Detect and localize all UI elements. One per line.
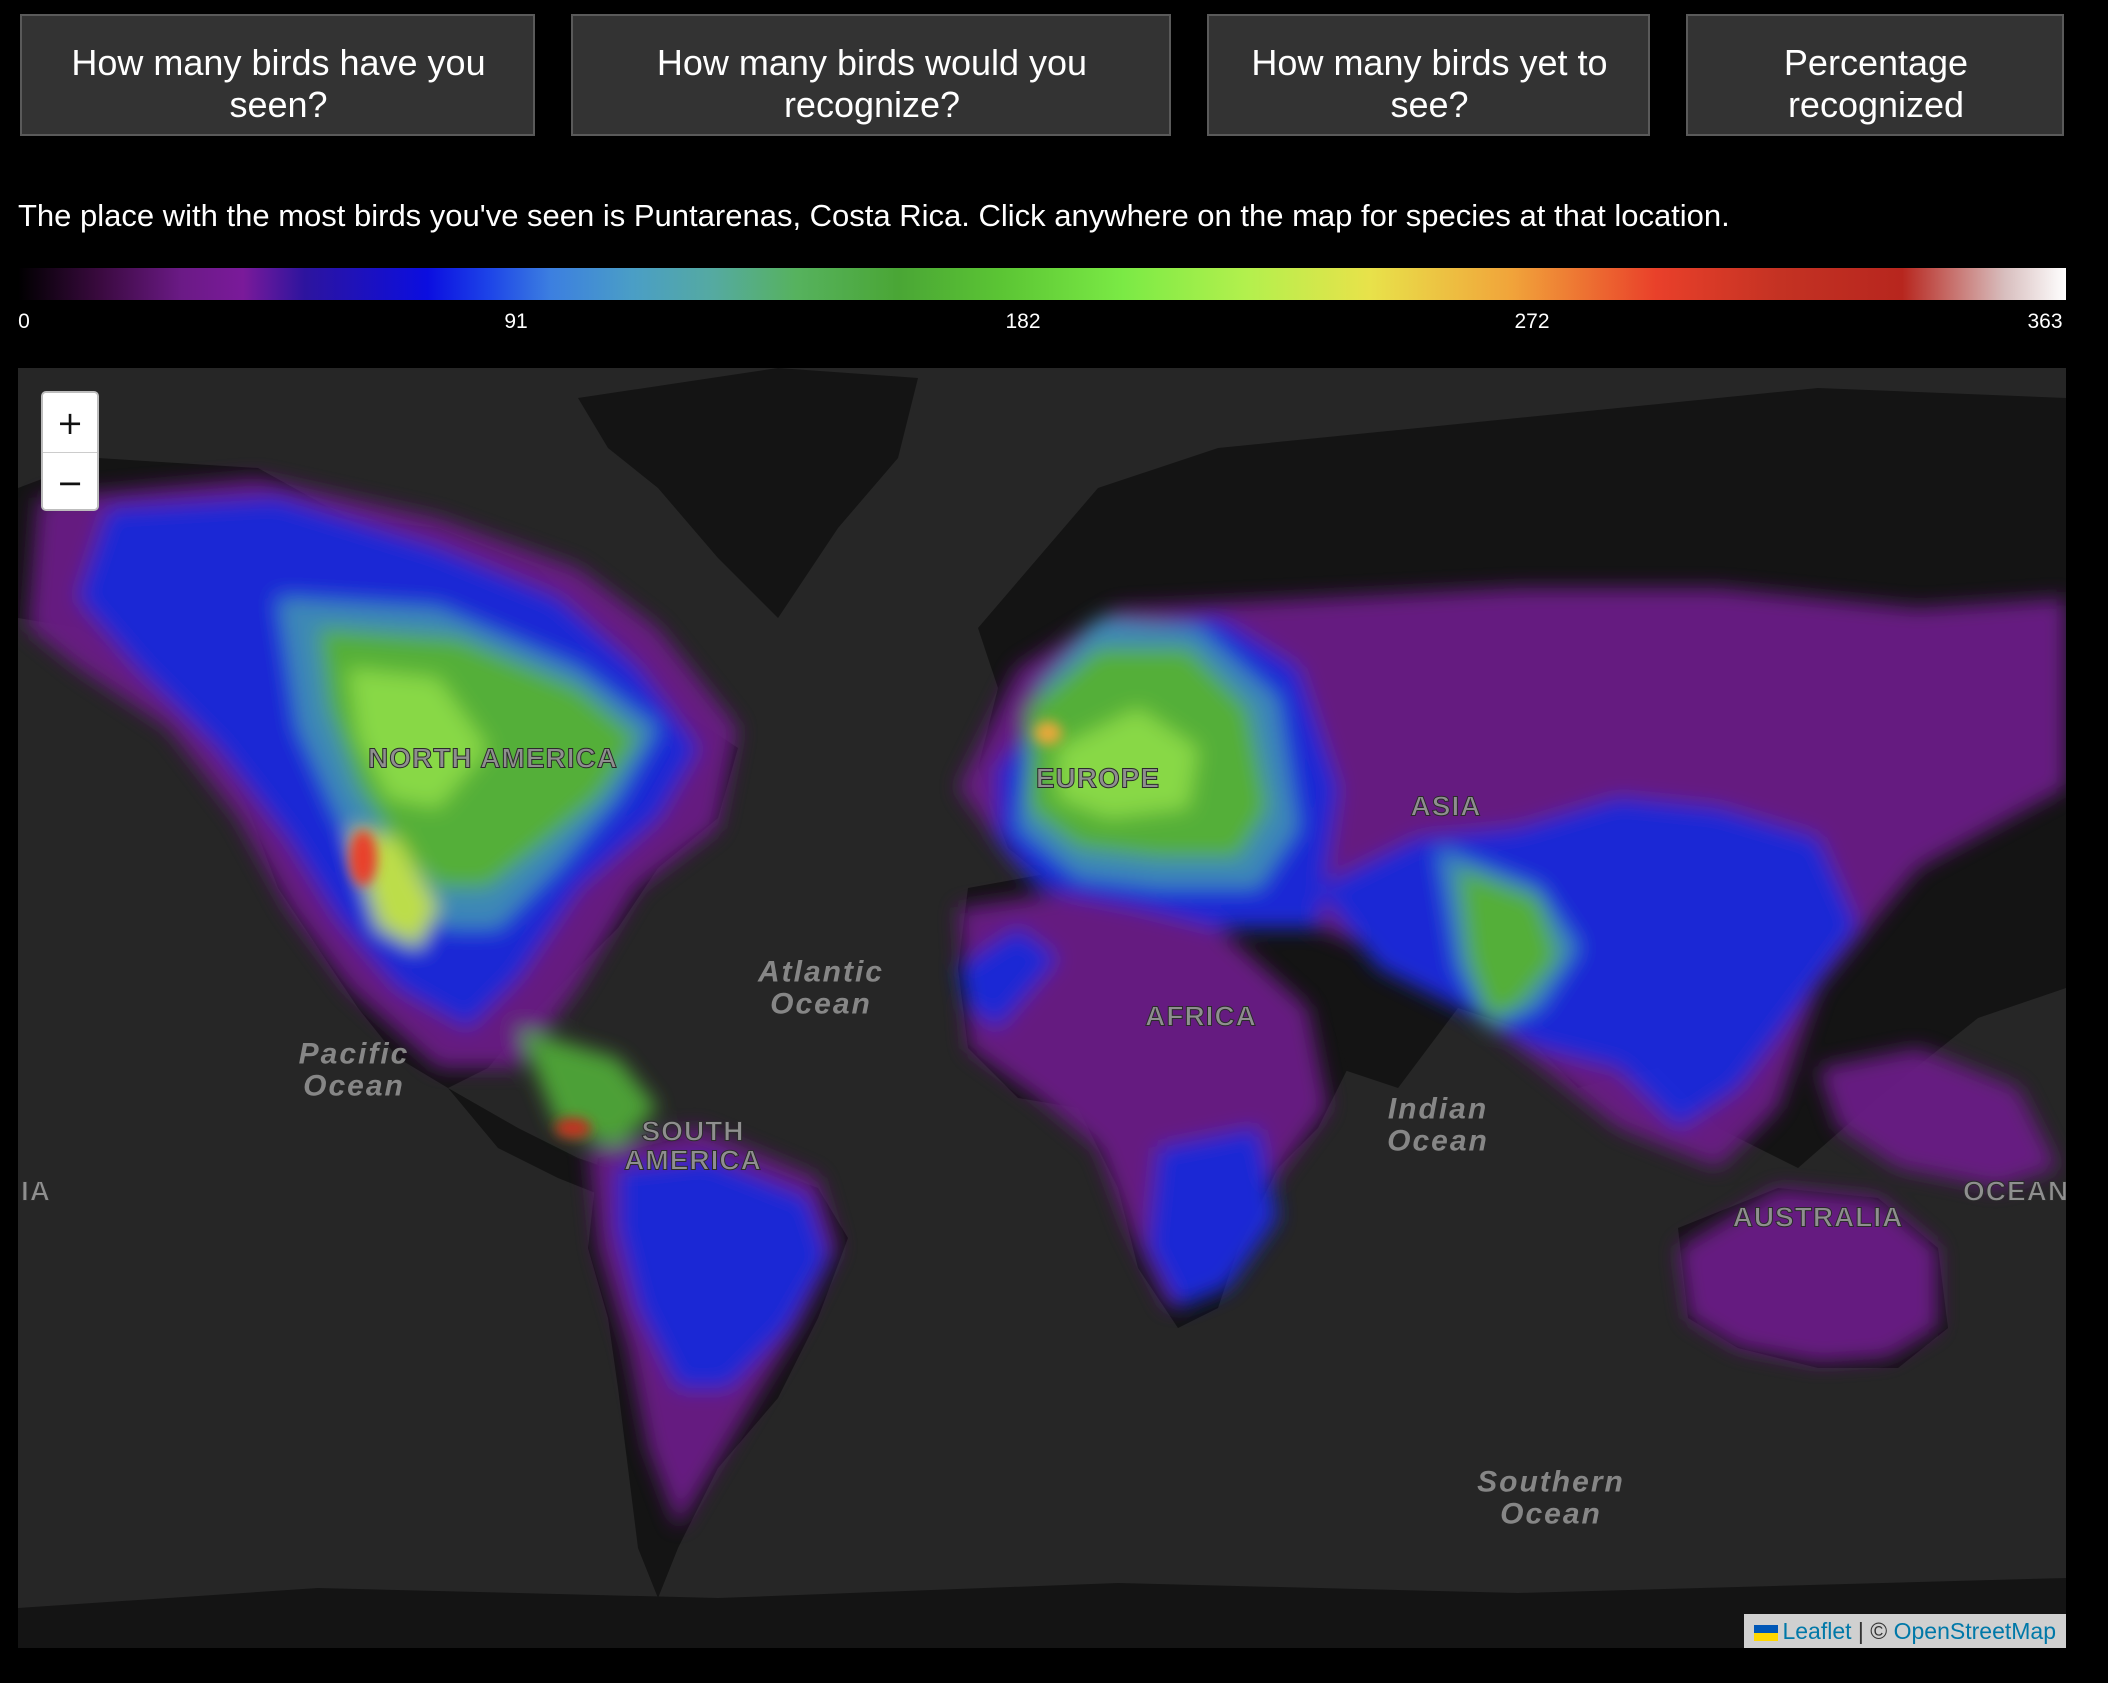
percentage-recognized-button[interactable]: Percentage recognized bbox=[1686, 14, 2064, 136]
label-africa: AFRICA bbox=[1145, 1000, 1257, 1032]
greenland-shape bbox=[578, 368, 918, 618]
antarctica-shape bbox=[18, 1578, 2066, 1648]
legend-tick: 363 bbox=[2027, 310, 2063, 333]
heatmap-layer bbox=[18, 368, 2066, 1648]
zoom-control: + − bbox=[41, 391, 99, 511]
attribution-separator: | © bbox=[1851, 1618, 1894, 1644]
info-text: The place with the most birds you've see… bbox=[18, 198, 1730, 233]
label-asia: ASIA bbox=[1410, 790, 1482, 822]
legend-tick: 0 bbox=[18, 310, 30, 333]
legend-tick: 182 bbox=[1005, 310, 1041, 333]
label-edge-left: IA bbox=[21, 1175, 51, 1207]
ukraine-flag-icon bbox=[1754, 1625, 1779, 1641]
label-southern-ocean: Southern Ocean bbox=[1477, 1465, 1625, 1530]
label-europe: EUROPE bbox=[1035, 762, 1161, 794]
leaflet-link[interactable]: Leaflet bbox=[1782, 1618, 1852, 1644]
heatmap-hotspots bbox=[349, 721, 1062, 1138]
map-attribution: Leaflet | © OpenStreetMap bbox=[1744, 1614, 2066, 1648]
label-atlantic-ocean: Atlantic Ocean bbox=[757, 955, 884, 1020]
birds-yet-to-see-button[interactable]: How many birds yet to see? bbox=[1207, 14, 1650, 136]
birds-seen-button[interactable]: How many birds have you seen? bbox=[20, 14, 535, 136]
label-edge-right: OCEAN bbox=[1962, 1175, 2066, 1207]
zoom-out-button[interactable]: − bbox=[43, 452, 97, 509]
world-map[interactable]: NORTH AMERICA EUROPE ASIA AFRICA SOUTH A… bbox=[18, 368, 2066, 1648]
label-indian-ocean: Indian Ocean bbox=[1387, 1092, 1489, 1157]
legend-tick: 272 bbox=[1514, 310, 1550, 333]
legend-color-bar bbox=[18, 268, 2066, 300]
label-pacific-ocean: Pacific Ocean bbox=[298, 1037, 410, 1102]
label-south-america: SOUTH AMERICA bbox=[624, 1115, 762, 1176]
birds-recognize-button[interactable]: How many birds would you recognize? bbox=[571, 14, 1171, 136]
zoom-in-button[interactable]: + bbox=[43, 393, 97, 452]
openstreetmap-link[interactable]: OpenStreetMap bbox=[1893, 1618, 2056, 1644]
legend-tick: 91 bbox=[504, 310, 528, 333]
label-north-america: NORTH AMERICA bbox=[368, 742, 618, 774]
label-australia: AUSTRALIA bbox=[1732, 1201, 1904, 1233]
